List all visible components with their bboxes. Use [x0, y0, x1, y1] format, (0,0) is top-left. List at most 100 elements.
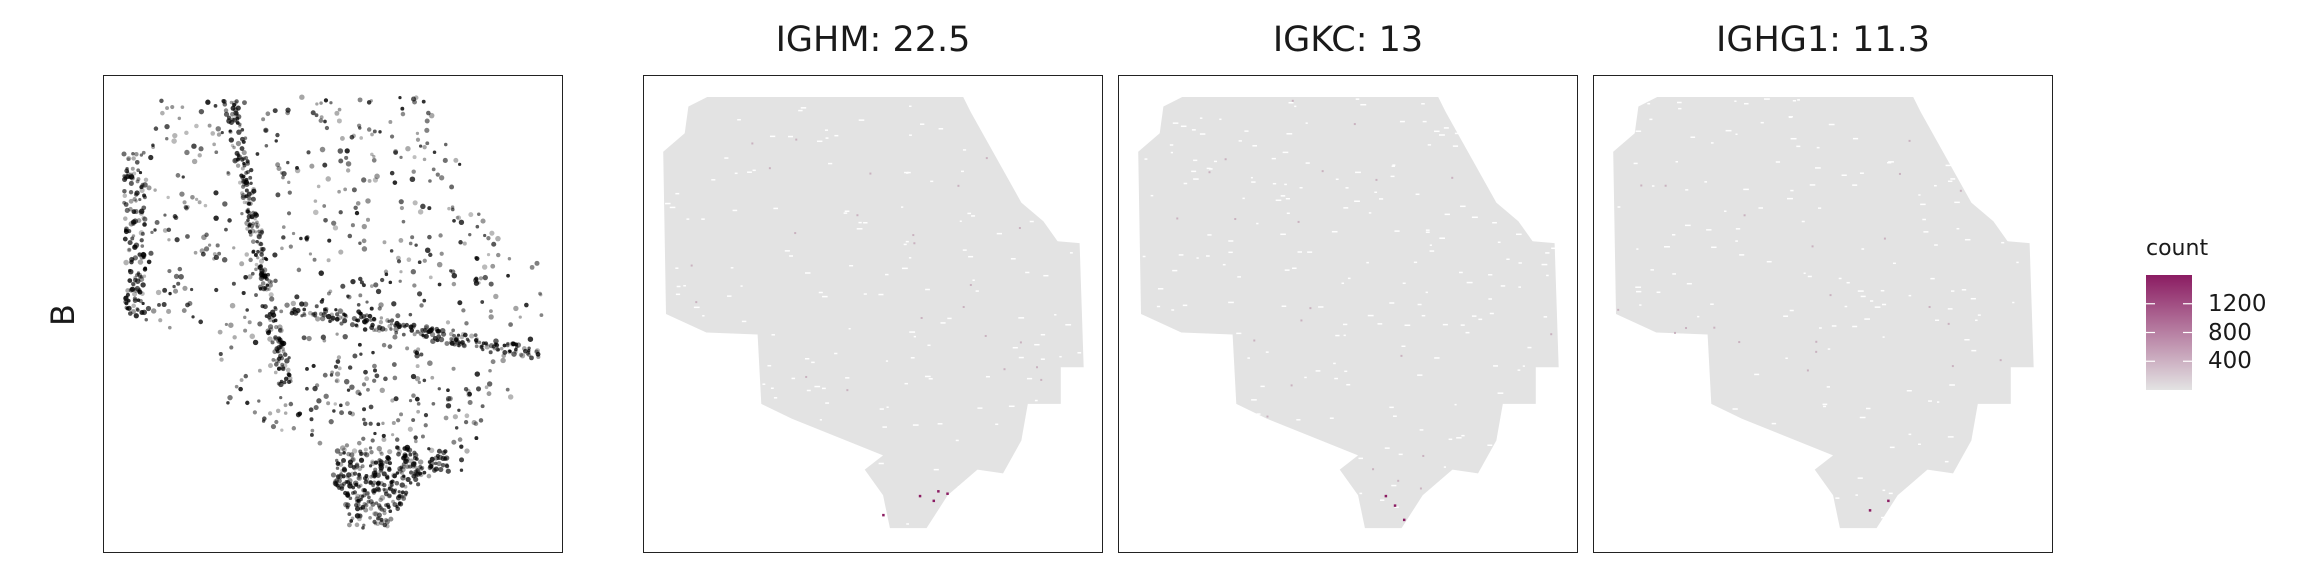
b-cell-point	[241, 291, 246, 296]
empty-spot	[1817, 207, 1822, 209]
b-cell-point	[420, 328, 424, 332]
b-cell-point	[312, 385, 318, 392]
empty-spot	[819, 419, 822, 421]
b-cell-point	[361, 238, 367, 244]
b-cell-point	[128, 311, 133, 316]
b-cell-point	[264, 276, 269, 281]
b-cell-point	[267, 287, 271, 291]
b-cell-point	[416, 482, 421, 487]
expression-spot	[1928, 305, 1931, 308]
b-cell-point	[422, 328, 428, 333]
tissue-spots	[663, 96, 1084, 529]
b-cell-point	[326, 401, 331, 406]
empty-spot	[1617, 206, 1621, 208]
b-cell-point	[240, 166, 245, 171]
b-cell-point	[390, 483, 394, 487]
b-cell-point	[393, 323, 398, 328]
b-cell-point	[396, 451, 401, 457]
b-cell-point	[164, 123, 170, 130]
empty-spot	[1285, 197, 1290, 200]
b-cell-point	[508, 322, 513, 327]
empty-spot	[1789, 309, 1794, 312]
b-cell-point	[138, 208, 145, 215]
high-expression-spot	[1887, 499, 1890, 503]
b-cell-point	[341, 474, 346, 479]
empty-spot	[882, 426, 887, 428]
b-cell-point	[361, 283, 366, 288]
b-cell-point	[354, 462, 360, 467]
b-cell-point	[132, 291, 138, 297]
empty-spot	[1647, 102, 1651, 105]
b-cell-point	[379, 316, 384, 320]
b-cell-point	[213, 103, 218, 108]
b-cell-point	[427, 460, 432, 464]
b-cell-point	[372, 511, 377, 517]
legend-colorbar	[2146, 275, 2192, 390]
b-cell-point	[310, 110, 316, 116]
empty-spot	[1228, 251, 1233, 254]
empty-spot	[1296, 419, 1301, 421]
empty-spot	[1465, 331, 1470, 334]
expression-spot	[1018, 227, 1021, 230]
b-cell-point	[401, 462, 406, 467]
empty-spot	[805, 272, 811, 274]
empty-spot	[1635, 130, 1642, 132]
empty-spot	[848, 328, 851, 330]
b-cell-point	[357, 97, 363, 103]
b-cell-point	[314, 304, 319, 309]
empty-spot	[927, 344, 931, 347]
b-cell-point	[312, 257, 317, 262]
b-cell-point	[235, 120, 240, 124]
empty-spot	[1543, 316, 1548, 318]
empty-spot	[784, 250, 790, 252]
empty-spot	[858, 119, 865, 121]
b-cell-point	[378, 450, 383, 454]
b-cell-point	[354, 513, 361, 519]
b-cell-point	[177, 266, 183, 272]
expression-spot	[1297, 220, 1300, 223]
b-cell-point	[449, 340, 455, 346]
empty-spot	[1944, 460, 1949, 463]
empty-spot	[928, 378, 933, 380]
empty-spot	[1471, 216, 1478, 219]
b-cell-point	[420, 434, 425, 439]
b-cell-point	[248, 201, 253, 206]
b-cell-point	[270, 280, 274, 284]
b-cell-point	[408, 241, 413, 246]
b-cell-point	[358, 293, 363, 298]
empty-spot	[906, 523, 910, 525]
empty-spot	[1650, 269, 1654, 271]
b-cell-point	[331, 220, 337, 226]
b-cell-point	[445, 320, 451, 325]
b-cell-point	[421, 99, 426, 104]
b-cell-point	[130, 281, 136, 287]
b-cell-point	[242, 100, 247, 106]
b-cell-point	[379, 387, 385, 393]
b-cell-point	[414, 353, 420, 359]
ighm-scatter	[663, 96, 1084, 529]
b-cell-point	[372, 328, 376, 333]
b-cell-point	[399, 155, 403, 160]
b-cell-point	[412, 283, 417, 288]
high-expression-spot	[1384, 494, 1388, 498]
expression-spot	[920, 316, 923, 319]
b-cell-point	[255, 152, 260, 156]
b-cell-point	[326, 291, 331, 296]
empty-spot	[1488, 298, 1492, 300]
expression-spot	[1664, 184, 1667, 187]
b-cell-point	[226, 171, 231, 176]
b-cell-point	[395, 313, 401, 319]
b-cell-point	[126, 157, 131, 161]
empty-spot	[1359, 492, 1363, 495]
empty-spot	[1207, 234, 1212, 236]
b-cell-point	[221, 257, 228, 263]
b-cell-point	[143, 266, 148, 271]
empty-spot	[1399, 120, 1405, 123]
empty-spot	[1018, 356, 1024, 359]
b-cell-point	[267, 315, 272, 320]
b-cell-point	[388, 509, 393, 514]
b-cell-point	[281, 175, 285, 180]
b-cell-point	[275, 408, 281, 414]
empty-spot	[1690, 136, 1696, 138]
b-cell-point	[139, 185, 144, 190]
